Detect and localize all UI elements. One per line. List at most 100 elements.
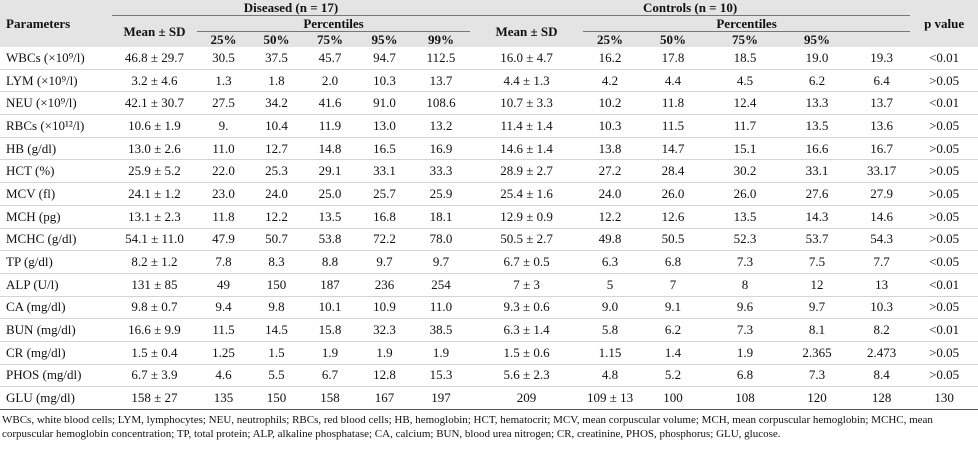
value-cell: 13.0 ± 2.6 [112,137,197,161]
value-cell: 28.4 [637,159,710,184]
value-cell: 1.3 [197,69,250,93]
table-row: HB (g/dl) 13.0 ± 2.6 11.0 12.7 14.8 16.5 16.9 1… [0,137,978,161]
value-cell: 6.8 [709,364,782,388]
value-cell: 13.5 [709,205,782,229]
parameter-cell: PHOS (mg/dl) [0,364,112,388]
header-cell: Parameters [0,0,112,47]
value-cell: 3.2 ± 4.6 [112,69,197,93]
value-cell: 7.3 [709,250,782,274]
value-cell: 45.7 [303,47,357,70]
value-cell: 6.7 ± 3.9 [112,364,197,388]
value-cell: 91.0 [357,91,412,116]
value-cell: 14.3 [781,205,854,229]
value-cell: 197 [412,386,471,410]
value-cell: 27.9 [853,182,911,206]
value-cell: 49.8 [583,228,638,252]
value-cell: 2.365 [781,341,854,365]
footnote: WBCs, white blood cells; LYM, lymphocyte… [2,414,933,440]
value-cell: 18.1 [412,205,471,229]
value-cell: 46.8 ± 29.7 [112,47,197,70]
value-cell: 10.1 [303,296,357,320]
value-cell: 6.2 [781,69,854,93]
value-cell: 11.8 [637,91,710,116]
value-cell: 1.8 [250,69,303,93]
percentile-header: 99% [412,31,471,47]
value-cell: 109 ± 13 [583,386,638,410]
value-cell: 29.1 [303,159,357,184]
value-cell: 52.3 [709,228,782,252]
table-row: MCHC (g/dl) 54.1 ± 11.0 47.9 50.7 53.8 72.2 78… [0,228,978,252]
value-cell: 1.9 [357,341,412,365]
value-cell: 7 ± 3 [470,273,584,297]
value-cell: 11.9 [303,114,357,138]
value-cell: 8.2 ± 1.2 [112,250,197,274]
value-cell: 16.2 [583,47,638,70]
value-cell: >0.05 [910,69,978,93]
value-cell: 150 [250,273,303,297]
value-cell: 28.9 ± 2.7 [470,159,584,184]
value-cell: 7.3 [781,364,854,388]
value-cell: 26.0 [637,182,710,206]
value-cell: >0.05 [910,364,978,388]
value-cell: 4.4 ± 1.3 [470,69,584,93]
value-cell: 25.0 [303,182,357,206]
value-cell: 5.2 [637,364,710,388]
value-cell: 78.0 [412,228,471,252]
value-cell: 24.0 [583,182,638,206]
value-cell: 1.9 [303,341,357,365]
value-cell: 8.2 [853,318,911,342]
value-cell: 50.5 [637,228,710,252]
value-cell: 47.9 [197,228,250,252]
percentile-header: 50% [637,31,710,47]
value-cell: 5 [583,273,638,297]
value-cell: 12 [781,273,854,297]
percentile-header: 75% [303,31,357,47]
parameter-cell: TP (g/dl) [0,250,112,274]
value-cell: 11.5 [637,114,710,138]
value-cell: 17.8 [637,47,710,70]
parameter-cell: NEU (×10⁹/l) [0,91,112,116]
value-cell: 6.4 [853,69,911,93]
value-cell: 9.7 [781,296,854,320]
value-cell: 49 [197,273,250,297]
value-cell: >0.05 [910,341,978,365]
value-cell: 37.5 [250,47,303,70]
parameter-cell: ALP (U/l) [0,273,112,297]
value-cell: 13.7 [853,91,911,116]
parameter-cell: MCHC (g/dl) [0,228,112,252]
value-cell: 13 [853,273,911,297]
value-cell: 11.0 [197,137,250,161]
value-cell: >0.05 [910,205,978,229]
table-row: LYM (×10⁹/l) 3.2 ± 4.6 1.3 1.8 2.0 10.3 13.7 4.… [0,69,978,93]
value-cell: 100 [637,386,710,410]
parameter-cell: MCH (pg) [0,205,112,229]
value-cell: 1.5 [250,341,303,365]
value-cell: 5.8 [583,318,638,342]
value-cell: 5.5 [250,364,303,388]
value-cell: 14.7 [637,137,710,161]
value-cell: 26.0 [709,182,782,206]
value-cell: 13.5 [781,114,854,138]
value-cell: 4.6 [197,364,250,388]
value-cell: 131 ± 85 [112,273,197,297]
value-cell: 8.8 [303,250,357,274]
table-row: MCV (fl) 24.1 ± 1.2 23.0 24.0 25.0 25.7 25.9 25… [0,182,978,206]
value-cell: 50.5 ± 2.7 [470,228,584,252]
value-cell: 7 [637,273,710,297]
percentile-header: 25% [583,31,638,47]
value-cell: 6.2 [637,318,710,342]
value-cell: 112.5 [412,47,471,70]
value-cell: 13.0 [357,114,412,138]
table-row: CA (mg/dl) 9.8 ± 0.7 9.4 9.8 10.1 10.9 11.0 9.3… [0,296,978,320]
value-cell: 158 [303,386,357,410]
value-cell: 94.7 [357,47,412,70]
parameter-cell: WBCs (×10⁹/l) [0,47,112,70]
value-cell: >0.05 [910,228,978,252]
parameter-cell: BUN (mg/dl) [0,318,112,342]
value-cell: 11.5 [197,318,250,342]
value-cell: 53.7 [781,228,854,252]
value-cell: 12.6 [637,205,710,229]
value-cell: 12.2 [583,205,638,229]
value-cell: <0.01 [910,273,978,297]
value-cell: <0.01 [910,318,978,342]
